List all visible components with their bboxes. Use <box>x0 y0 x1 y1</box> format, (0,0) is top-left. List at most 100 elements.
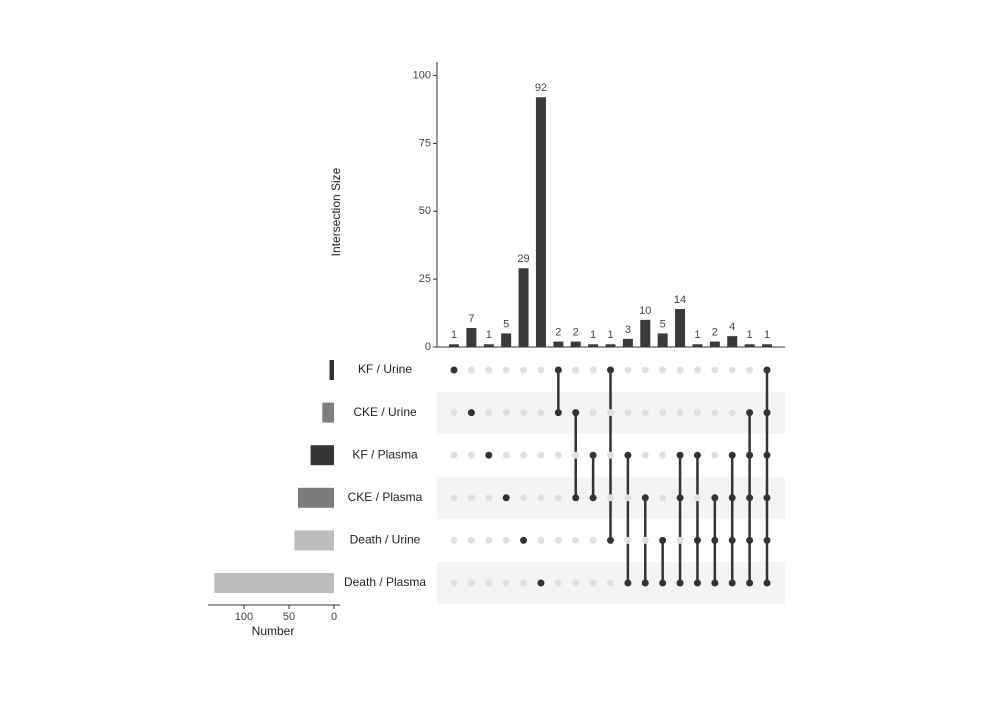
bar-label: 2 <box>573 326 579 338</box>
bar-label: 29 <box>517 253 529 265</box>
set-label: Death / Urine <box>350 533 421 547</box>
set-size-bar <box>294 530 334 551</box>
bar <box>727 336 738 347</box>
matrix-dot <box>659 536 667 544</box>
y-tick-label: 75 <box>419 137 431 149</box>
matrix-dot <box>676 536 684 544</box>
matrix-dot <box>485 451 493 459</box>
matrix-dot <box>746 494 754 502</box>
matrix-dot <box>693 366 701 374</box>
matrix-dot <box>554 579 562 587</box>
matrix-dot <box>728 366 736 374</box>
matrix-dot <box>607 409 614 417</box>
bar <box>588 344 599 347</box>
x-tick-label: 50 <box>283 611 295 623</box>
bar <box>605 344 616 347</box>
matrix-dot <box>502 409 510 417</box>
matrix-dot <box>520 536 528 544</box>
matrix-dot <box>537 579 545 587</box>
bar <box>553 341 564 347</box>
matrix-dot <box>676 409 684 417</box>
bar-label: 92 <box>535 82 547 94</box>
matrix-dot <box>467 536 475 544</box>
matrix-dot <box>711 366 719 374</box>
matrix-dot <box>467 579 475 587</box>
bar <box>622 338 633 347</box>
matrix-dot <box>502 451 510 459</box>
matrix-dot <box>728 494 736 502</box>
matrix-dot <box>624 366 632 374</box>
matrix-dot <box>607 536 614 544</box>
matrix-dot <box>485 494 493 502</box>
matrix-dot <box>554 366 562 374</box>
matrix-dot <box>711 536 719 544</box>
matrix-dot <box>746 451 754 459</box>
set-label: CKE / Plasma <box>348 490 423 504</box>
x-tick-label: 100 <box>235 611 253 623</box>
matrix-dot <box>572 536 580 544</box>
matrix-dot <box>589 494 597 502</box>
matrix-dot <box>746 366 754 374</box>
matrix-dot <box>659 451 667 459</box>
bar-label: 1 <box>607 329 613 341</box>
matrix-dot <box>624 579 632 587</box>
matrix-dot <box>607 451 614 459</box>
matrix-dot <box>693 579 701 587</box>
matrix-dot <box>607 494 614 502</box>
matrix-dot <box>520 579 528 587</box>
matrix-dot <box>502 536 510 544</box>
matrix-dot <box>641 536 649 544</box>
matrix-dot <box>624 536 632 544</box>
y-tick-label: 0 <box>425 341 431 353</box>
matrix-dot <box>763 579 771 587</box>
y-axis-title: Intersection Size <box>329 167 343 256</box>
set-size-bar <box>298 487 334 508</box>
y-tick-label: 100 <box>413 69 431 81</box>
matrix-dot <box>520 451 528 459</box>
matrix-dot <box>572 409 580 417</box>
bar <box>449 344 459 347</box>
matrix-dot <box>450 409 458 417</box>
matrix-dot <box>676 451 684 459</box>
matrix-dot <box>659 494 667 502</box>
matrix-dot <box>763 409 771 417</box>
matrix-dot <box>659 409 667 417</box>
bar-label: 1 <box>486 329 492 341</box>
matrix-dot <box>467 409 475 417</box>
matrix-dot <box>537 536 545 544</box>
set-size-bar <box>329 360 334 380</box>
matrix-dot <box>763 494 771 502</box>
bar <box>570 341 581 347</box>
matrix-dot <box>728 409 736 417</box>
y-tick-label: 50 <box>419 205 431 217</box>
matrix-dot <box>659 579 667 587</box>
matrix-dot <box>485 579 493 587</box>
matrix-dot <box>589 536 597 544</box>
matrix-dot <box>537 366 545 374</box>
matrix-dot <box>711 451 719 459</box>
bar-label: 1 <box>694 329 700 341</box>
matrix-dot <box>763 451 771 459</box>
matrix-dot <box>728 451 736 459</box>
bar-label: 5 <box>503 318 509 330</box>
matrix-dot <box>693 536 701 544</box>
matrix-dot <box>485 536 493 544</box>
matrix-dot <box>450 536 458 544</box>
matrix-dot <box>693 409 701 417</box>
matrix-dot <box>450 579 458 587</box>
matrix-dot <box>624 494 632 502</box>
bar <box>692 344 703 347</box>
bar <box>675 309 686 347</box>
matrix-dot <box>711 579 719 587</box>
matrix-dot <box>711 409 719 417</box>
bar <box>762 344 772 347</box>
matrix-dot <box>502 366 510 374</box>
matrix-dot <box>589 451 597 459</box>
bar <box>640 319 651 347</box>
matrix-dot <box>624 451 632 459</box>
bar <box>744 344 755 347</box>
bar <box>483 344 494 347</box>
matrix-dot <box>641 579 649 587</box>
bar-label: 10 <box>639 305 651 317</box>
matrix-dot <box>728 579 736 587</box>
